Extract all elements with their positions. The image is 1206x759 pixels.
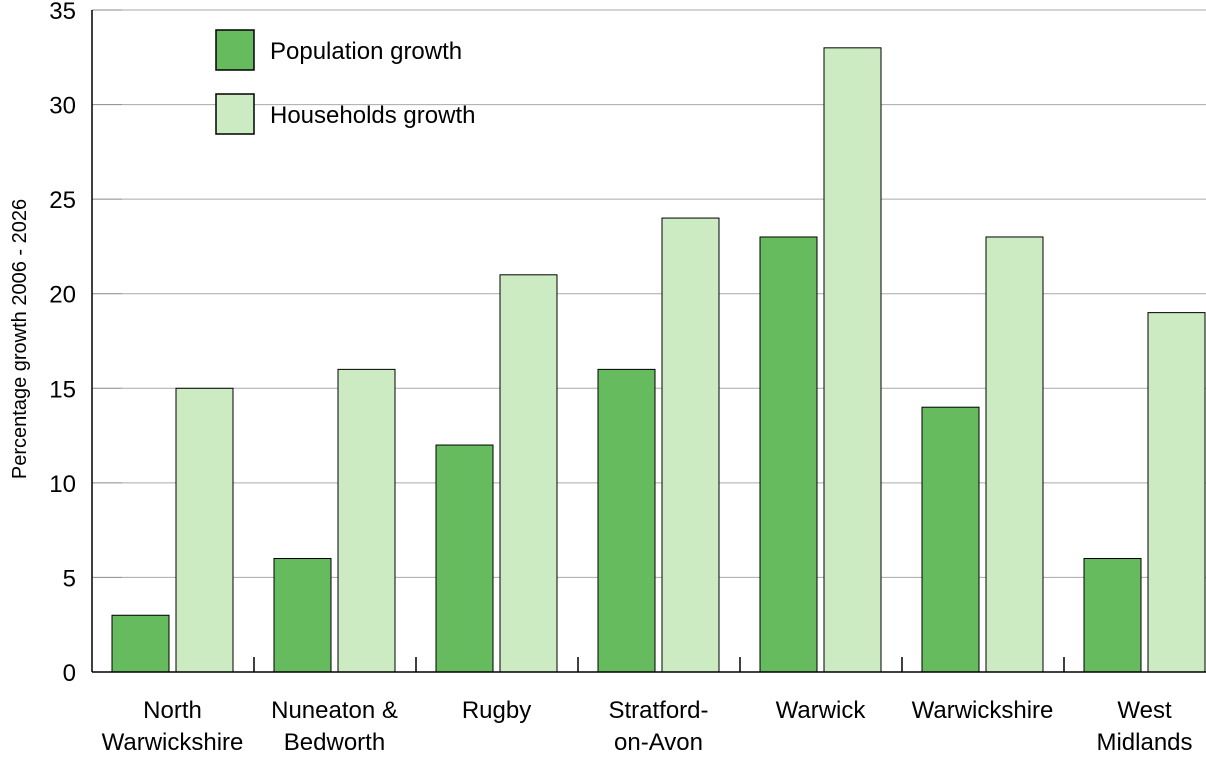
y-tick-labels: 0 5 10 15 20 25 30 35: [49, 0, 76, 687]
x-category-label: Nuneaton &: [271, 697, 398, 724]
x-category-label: Stratford-: [608, 697, 708, 724]
bars: [111, 47, 1206, 673]
bar-population-4: [759, 236, 818, 673]
legend-label-0: Population growth: [270, 38, 462, 65]
bar-households-0: [175, 387, 234, 673]
y-tick-label: 0: [63, 660, 76, 687]
bar-households-3: [661, 217, 720, 673]
legend-swatch-0: [215, 29, 255, 71]
x-category-label: West: [1117, 697, 1172, 724]
y-tick-label: 20: [49, 282, 76, 309]
x-category-label: Midlands: [1096, 729, 1192, 756]
x-category-label: Warwickshire: [912, 697, 1054, 724]
bar-population-2: [435, 444, 494, 673]
y-tick-label: 5: [63, 565, 76, 592]
y-axis-title: Percentage growth 2006 - 2026: [9, 199, 31, 479]
bar-households-1: [337, 368, 396, 673]
y-tick-label: 30: [49, 93, 76, 120]
y-tick-label: 15: [49, 376, 76, 403]
bar-households-5: [985, 236, 1044, 673]
y-tick-label: 25: [49, 187, 76, 214]
axes: [91, 10, 1206, 673]
bar-households-2: [499, 274, 558, 673]
x-category-label: Bedworth: [284, 729, 385, 756]
bar-population-5: [921, 406, 980, 673]
bar-population-3: [597, 368, 656, 673]
x-category-label: Warwick: [776, 697, 867, 724]
x-category-label: Warwickshire: [102, 729, 244, 756]
bar-population-1: [273, 558, 332, 673]
bar-households-6: [1147, 312, 1206, 673]
y-tick-label: 10: [49, 471, 76, 498]
bar-households-4: [823, 47, 882, 673]
x-category-labels: North Warwickshire Nuneaton & Bedworth Rugby…: [102, 697, 1193, 756]
legend: Population growth Households growth: [215, 29, 475, 135]
legend-swatch-1: [215, 93, 255, 135]
x-category-label: on-Avon: [614, 729, 703, 756]
bar-population-6: [1083, 558, 1142, 673]
legend-label-1: Households growth: [270, 102, 475, 129]
bar-population-0: [111, 614, 170, 673]
x-category-label: Rugby: [462, 697, 531, 724]
y-tick-label: 35: [49, 0, 76, 25]
x-category-label: North: [143, 697, 202, 724]
